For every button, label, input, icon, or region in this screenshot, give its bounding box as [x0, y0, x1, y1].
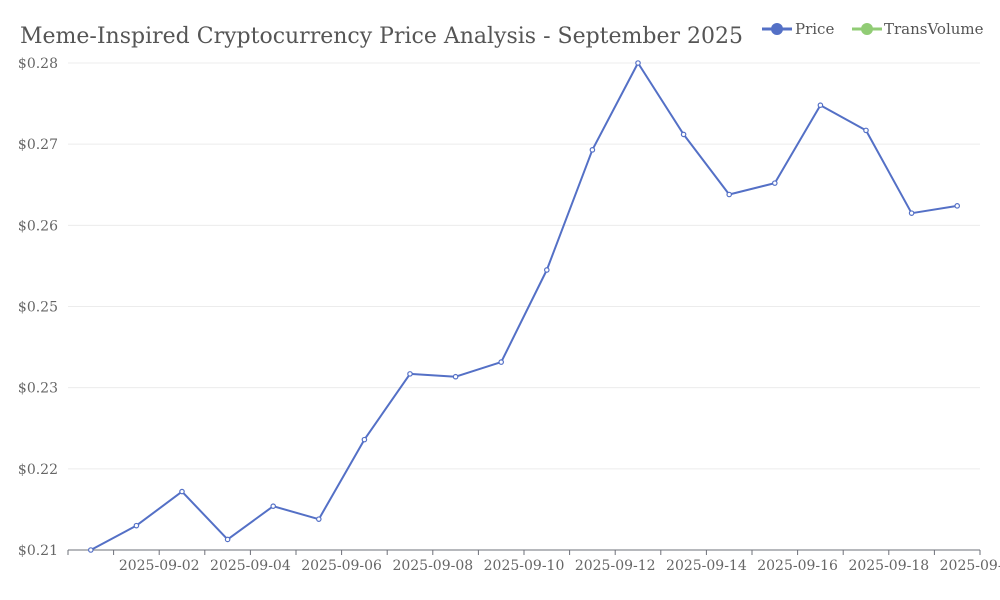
legend-transvolume-label: TransVolume: [884, 20, 984, 38]
x-axis-ticks: 2025-09-02 2025-09-04 2025-09-06 2025-09-08…: [67, 550, 1000, 574]
data-point[interactable]: [88, 547, 94, 553]
data-point[interactable]: [452, 373, 459, 380]
y-tick-label: $0.26: [18, 218, 58, 234]
data-point[interactable]: [543, 267, 550, 273]
legend-price-marker-icon: [771, 23, 783, 35]
data-point[interactable]: [908, 210, 915, 216]
y-tick-label: $0.23: [18, 381, 58, 397]
data-point[interactable]: [680, 131, 687, 138]
data-point[interactable]: [954, 203, 961, 209]
grid-lines: [68, 62, 980, 551]
data-point[interactable]: [179, 488, 185, 495]
legend[interactable]: Price TransVolume: [762, 20, 984, 38]
data-point[interactable]: [407, 371, 413, 377]
x-tick-label: 2025-09-02: [119, 558, 200, 574]
legend-transvolume-marker-icon: [861, 23, 873, 35]
data-point[interactable]: [498, 359, 505, 365]
y-tick-label: $0.27: [18, 137, 58, 153]
legend-item-transvolume[interactable]: TransVolume: [852, 20, 984, 38]
y-tick-label: $0.21: [18, 543, 58, 559]
x-tick-label: 2025-09-18: [848, 558, 929, 574]
data-point[interactable]: [863, 127, 869, 134]
data-point[interactable]: [771, 180, 778, 186]
y-axis-tick-labels: $0.21 $0.22 $0.23 $0.25 $0.26 $0.27 $0.28: [18, 56, 58, 559]
data-point[interactable]: [726, 191, 733, 198]
price-series: [88, 60, 961, 553]
data-point[interactable]: [361, 436, 368, 443]
legend-item-price[interactable]: Price: [762, 20, 834, 38]
x-tick-label: 2025-09-04: [210, 558, 291, 574]
data-point[interactable]: [270, 503, 277, 509]
y-tick-label: $0.25: [18, 300, 58, 316]
series-line-price: [90, 62, 958, 551]
x-tick-label: 2025-09-06: [301, 558, 382, 574]
x-tick-label: 2025-09-08: [392, 558, 473, 574]
data-point[interactable]: [224, 536, 231, 543]
data-point[interactable]: [589, 147, 596, 153]
x-tick-label: 2025-09-20: [940, 558, 1000, 574]
x-tick-label: 2025-09-14: [666, 558, 747, 574]
x-tick-label: 2025-09-12: [575, 558, 656, 574]
data-point[interactable]: [133, 522, 140, 529]
y-tick-label: $0.28: [18, 56, 58, 72]
x-tick-label: 2025-09-16: [757, 558, 838, 574]
legend-price-label: Price: [795, 20, 834, 38]
data-point[interactable]: [315, 516, 322, 522]
data-point[interactable]: [635, 60, 641, 66]
data-point[interactable]: [817, 102, 824, 109]
x-tick-label: 2025-09-10: [484, 558, 565, 574]
y-tick-label: $0.22: [18, 462, 58, 478]
chart-title: Meme-Inspired Cryptocurrency Price Analy…: [20, 24, 743, 49]
